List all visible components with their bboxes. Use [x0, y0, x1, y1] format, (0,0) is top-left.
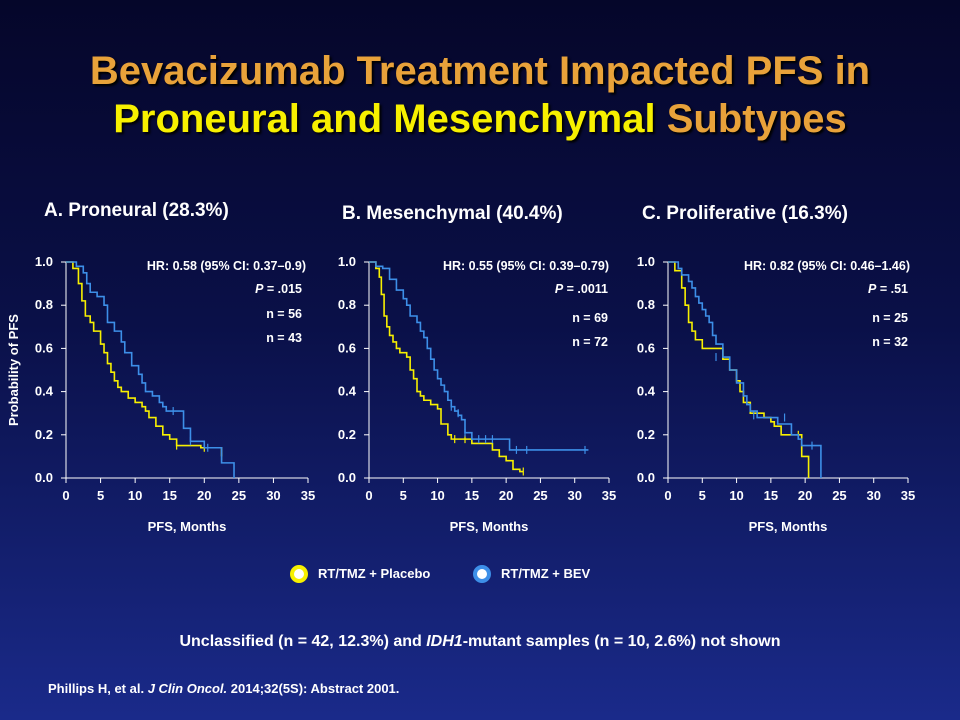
citation: Phillips H, et al. J Clin Oncol. 2014;32…: [48, 681, 399, 696]
legend-bev-label: RT/TMZ + BEV: [501, 566, 591, 581]
y-tick-label: 0.6: [637, 340, 655, 355]
citation-journal: J Clin Oncol.: [147, 681, 228, 696]
x-tick-label: 10: [128, 488, 142, 503]
x-tick-label: 5: [400, 488, 407, 503]
y-tick-label: 0.2: [637, 427, 655, 442]
slide-title-line-1: Bevacizumab Treatment Impacted PFS in: [89, 49, 871, 93]
x-tick-label: 15: [162, 488, 176, 503]
y-tick-label: 1.0: [35, 254, 53, 269]
x-tick-label: 35: [602, 488, 616, 503]
x-tick-label: 25: [533, 488, 547, 503]
n-placebo-text: n = 69: [572, 311, 608, 325]
y-tick-label: 1.0: [637, 254, 655, 269]
p-label: P: [255, 282, 264, 296]
footnote-text-1: Unclassified (n = 42, 12.3%) and: [179, 633, 427, 650]
x-tick-label: 15: [764, 488, 778, 503]
x-tick-label: 30: [866, 488, 880, 503]
km-curve-bev: [668, 261, 822, 478]
p-value-text: P = .0011: [555, 282, 608, 296]
n-bev-text: n = 43: [266, 331, 302, 345]
legend-placebo-label: RT/TMZ + Placebo: [318, 566, 431, 581]
x-tick-label: 5: [97, 488, 104, 503]
bev-legend-icon: [473, 565, 491, 583]
y-axis-label: Probability of PFS: [6, 314, 21, 426]
footnote: Unclassified (n = 42, 12.3%) and IDH1-mu…: [0, 633, 960, 651]
y-tick-label: 0.8: [637, 297, 655, 312]
p-value: = .015: [263, 282, 302, 296]
title-suffix: Subtypes: [666, 97, 847, 141]
x-tick-label: 25: [232, 488, 246, 503]
km-chart-2: 0 5 10 15 20 25 30 35 0.0 0.2 0.4 0.6 0.8 1.0 PFS, Mon…: [637, 254, 915, 534]
n-bev-text: n = 72: [572, 335, 608, 349]
y-tick-label: 1.0: [338, 254, 356, 269]
p-label: P: [555, 282, 564, 296]
p-value-text: P = .015: [255, 282, 302, 296]
y-tick-label: 0.4: [338, 384, 357, 399]
x-axis-label: PFS, Months: [749, 519, 828, 534]
km-curve-placebo: [668, 261, 810, 478]
y-tick-label: 0.8: [35, 297, 53, 312]
y-tick-label: 0.0: [637, 470, 655, 485]
x-tick-label: 30: [567, 488, 581, 503]
km-curve-placebo: [369, 261, 524, 473]
x-tick-label: 10: [729, 488, 743, 503]
p-value-text: P = .51: [868, 282, 908, 296]
panel-title-proneural: A. Proneural (28.3%): [44, 200, 229, 221]
x-axis-label: PFS, Months: [148, 519, 227, 534]
km-curve-placebo: [66, 261, 223, 457]
x-tick-label: 35: [901, 488, 915, 503]
y-tick-label: 0.6: [338, 340, 356, 355]
km-chart-0: 0 5 10 15 20 25 30 35 0.0 0.2 0.4 0.6 0.8 1.0 PFS, Mon…: [6, 254, 315, 534]
km-curve-bev: [66, 261, 235, 478]
x-tick-label: 5: [699, 488, 706, 503]
footnote-text-2: -mutant samples (n = 10, 2.6%) not shown: [462, 633, 781, 650]
hazard-ratio-text: HR: 0.58 (95% CI: 0.37–0.9): [147, 259, 306, 273]
x-tick-label: 25: [832, 488, 846, 503]
y-tick-label: 0.8: [338, 297, 356, 312]
x-tick-label: 20: [499, 488, 513, 503]
n-placebo-text: n = 56: [266, 307, 302, 321]
y-tick-label: 0.4: [637, 384, 656, 399]
y-tick-label: 0.0: [35, 470, 53, 485]
panel-title-proliferative: C. Proliferative (16.3%): [642, 203, 848, 224]
km-curve-bev: [369, 261, 589, 451]
citation-details: 2014;32(5S): Abstract 2001.: [227, 681, 400, 696]
x-tick-label: 20: [197, 488, 211, 503]
hazard-ratio-text: HR: 0.55 (95% CI: 0.39–0.79): [443, 259, 609, 273]
title-highlight: Proneural and Mesenchymal: [113, 97, 656, 141]
x-tick-label: 0: [664, 488, 671, 503]
x-tick-label: 0: [365, 488, 372, 503]
y-tick-label: 0.0: [338, 470, 356, 485]
p-value: = .51: [876, 282, 908, 296]
x-tick-label: 35: [301, 488, 315, 503]
x-tick-label: 15: [465, 488, 479, 503]
y-tick-label: 0.2: [35, 427, 53, 442]
footnote-gene: IDH1: [426, 633, 463, 650]
x-tick-label: 0: [62, 488, 69, 503]
km-chart-1: 0 5 10 15 20 25 30 35 0.0 0.2 0.4 0.6 0.8 1.0 PFS, Mon…: [338, 254, 616, 534]
x-tick-label: 30: [266, 488, 280, 503]
y-tick-label: 0.2: [338, 427, 356, 442]
n-placebo-text: n = 25: [872, 311, 908, 325]
n-bev-text: n = 32: [872, 335, 908, 349]
p-value: = .0011: [563, 282, 608, 296]
panel-title-mesenchymal: B. Mesenchymal (40.4%): [342, 203, 563, 224]
y-tick-label: 0.4: [35, 384, 54, 399]
x-axis-label: PFS, Months: [450, 519, 529, 534]
x-tick-label: 10: [430, 488, 444, 503]
y-tick-label: 0.6: [35, 340, 53, 355]
hazard-ratio-text: HR: 0.82 (95% CI: 0.46–1.46): [744, 259, 910, 273]
slide-title-line-2: Proneural and Mesenchymal Subtypes: [0, 96, 960, 142]
p-label: P: [868, 282, 877, 296]
placebo-legend-icon: [290, 565, 308, 583]
citation-authors: Phillips H, et al.: [48, 681, 148, 696]
x-tick-label: 20: [798, 488, 812, 503]
